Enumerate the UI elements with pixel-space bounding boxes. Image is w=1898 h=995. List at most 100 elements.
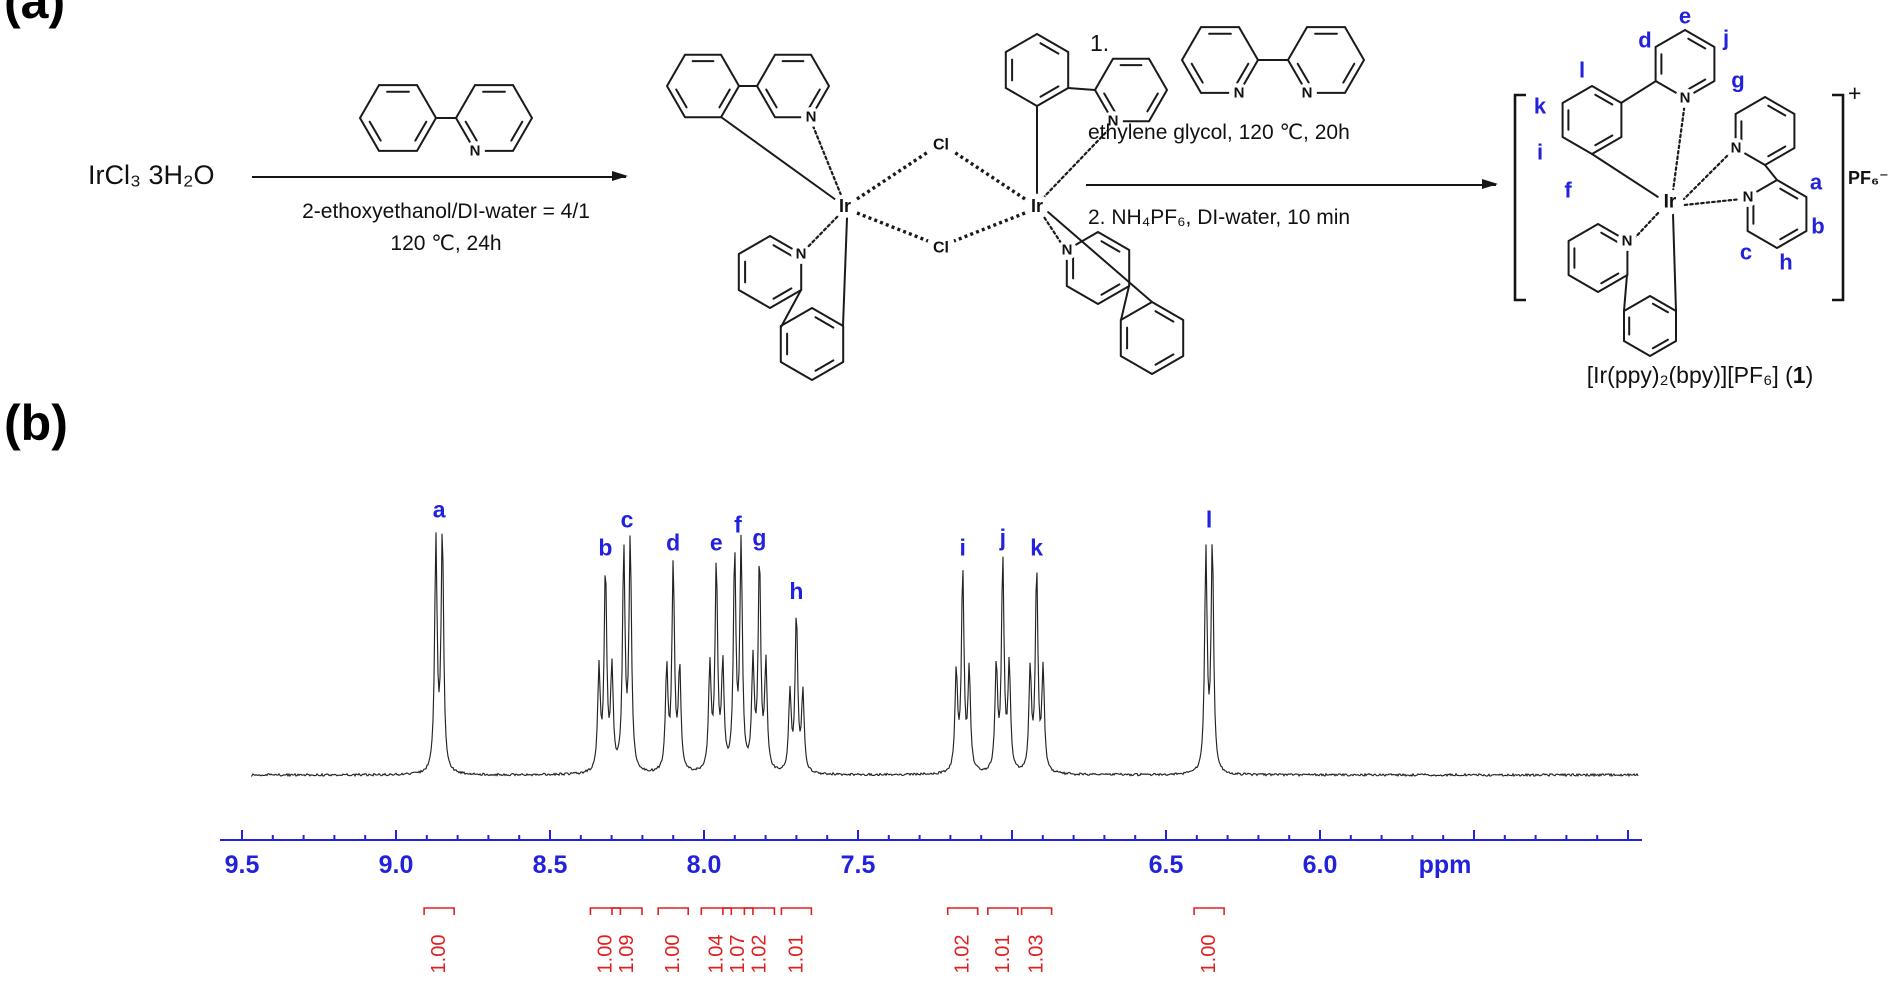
product-site-label-a: a [1810, 170, 1823, 195]
atom-label-mask [930, 134, 952, 156]
bond [1764, 164, 1778, 181]
n-atom-label: N [806, 109, 817, 126]
integral-value-c: 1.09 [616, 935, 638, 974]
integral-bracket [780, 907, 813, 915]
n-atom-label: N [1062, 242, 1073, 259]
integral-bracket [657, 907, 689, 915]
n-atom-label: N [1622, 233, 1633, 250]
integral-value-e: 1.04 [705, 935, 727, 974]
bond [1620, 80, 1657, 104]
axis-tick-label-8.5: 8.5 [533, 851, 568, 879]
integral-value-b: 1.00 [594, 935, 616, 974]
ir-cl-bridge-bond [953, 150, 1026, 201]
step2-conditions-line1: ethylene glycol, 120 ℃, 20h [1088, 121, 1350, 144]
integral-bracket [1193, 907, 1225, 915]
product-site-label-f: f [1564, 178, 1572, 203]
peak-label-e: e [710, 529, 723, 555]
cl-atom-label: Cl [933, 240, 949, 257]
integral-value-k: 1.03 [1026, 935, 1048, 974]
atom-label-mask [1057, 240, 1077, 260]
atom-label-mask [1103, 111, 1123, 131]
n-atom-label: N [1743, 189, 1754, 206]
product-benzene-bottom [1623, 295, 1677, 357]
peak-label-b: b [598, 535, 612, 561]
axis-tick-label-8.0: 8.0 [687, 851, 722, 879]
ir-cl-bridge-bond [953, 211, 1026, 243]
integral-value-g: 1.02 [748, 935, 770, 974]
bond [1672, 213, 1677, 312]
integral-bracket [1020, 907, 1053, 915]
step2-conditions-line2: 2. NH₄PF₆, DI-water, 10 min [1088, 206, 1351, 229]
bond [720, 116, 837, 201]
atom-label-mask [1617, 231, 1637, 251]
pyridine-ring-ppy-free [455, 84, 533, 152]
product-caption-number: 1 [1792, 362, 1806, 388]
integral-value-h: 1.01 [785, 935, 807, 974]
atom-label-mask [930, 237, 952, 259]
n-atom-label: N [470, 143, 481, 160]
product-site-label-e: e [1679, 4, 1691, 29]
dimer-pyridine-bl [737, 235, 803, 309]
n-atom-label: N [1302, 85, 1313, 102]
product-site-label-i: i [1537, 140, 1543, 165]
product-site-label-h: h [1779, 250, 1792, 275]
integral-bracket [700, 907, 733, 915]
n-atom-label: N [1234, 85, 1245, 102]
integral-bracket [611, 907, 643, 915]
coordination-bond [1041, 123, 1115, 200]
product-counterion-pf6: PF₆⁻ [1848, 168, 1889, 188]
bond [780, 289, 802, 328]
atom-label-mask [791, 244, 811, 264]
benzene-ring-ppy-free [359, 84, 437, 152]
integral-bracket [946, 907, 979, 915]
bond [1047, 211, 1153, 303]
product-caption-pre: [Ir(ppy)₂(bpy)][PF₆] ( [1586, 362, 1793, 388]
n-atom-label: N [1680, 90, 1691, 107]
atom-label-mask [1025, 194, 1049, 218]
integral-bracket [722, 907, 754, 915]
product-charge-plus: + [1848, 80, 1862, 106]
axis-tick-label-9.5: 9.5 [225, 851, 260, 879]
peak-label-h: h [789, 578, 803, 604]
cl-atom-label: Cl [933, 137, 949, 154]
ir-atom-label: Ir [839, 196, 851, 216]
reaction-arrow-2 [1086, 179, 1498, 190]
bond [1120, 285, 1130, 321]
product-bpy-upper [1734, 96, 1796, 166]
atom-label-mask [465, 141, 485, 161]
dimer-pyridine-tl [756, 53, 830, 119]
step1-conditions-line1: 2-ethoxyethanol/DI-water = 4/1 [302, 200, 590, 223]
pyridine-ring-bpy-left [1181, 26, 1259, 94]
coordination-bond [1671, 100, 1687, 193]
integral-value-f: 1.07 [727, 935, 749, 974]
product-caption-post: ) [1805, 362, 1814, 388]
bond [1623, 274, 1628, 312]
product-site-label-g: g [1731, 68, 1744, 93]
reactant-formula: IrCl₃ 3H₂O [88, 160, 215, 190]
peak-label-j: j [999, 524, 1006, 550]
integral-value-d: 1.00 [662, 935, 684, 974]
integral-value-j: 1.01 [992, 935, 1014, 974]
nmr-trace [251, 532, 1639, 778]
step1-conditions-line2: 120 ℃, 24h [390, 232, 502, 255]
step2-list-number: 1. [1090, 30, 1110, 56]
product-bracket-left [1513, 93, 1526, 302]
coordination-bond [1682, 150, 1733, 201]
panel-a-label: (a) [4, 0, 66, 29]
n-atom-label: N [1731, 140, 1742, 157]
atom-label-mask [1297, 83, 1317, 103]
peak-label-a: a [433, 496, 446, 522]
atom-label-mask [1229, 83, 1249, 103]
integral-bracket [987, 907, 1019, 915]
peak-label-g: g [752, 524, 766, 550]
product-bpy-lower [1746, 179, 1808, 249]
peak-label-k: k [1030, 535, 1043, 561]
bond [1067, 87, 1096, 91]
product-site-label-d: d [1638, 28, 1651, 53]
peak-label-i: i [960, 535, 966, 561]
reaction-scheme-drawing: N N N Ir Ir Cl Cl N N N N Ir N N N Nab c d e f g h i j k l [359, 4, 1845, 381]
integral-bracket [589, 907, 622, 915]
axis-tick-label-9.0: 9.0 [379, 851, 414, 879]
ir-atom-label: Ir [1031, 196, 1043, 216]
